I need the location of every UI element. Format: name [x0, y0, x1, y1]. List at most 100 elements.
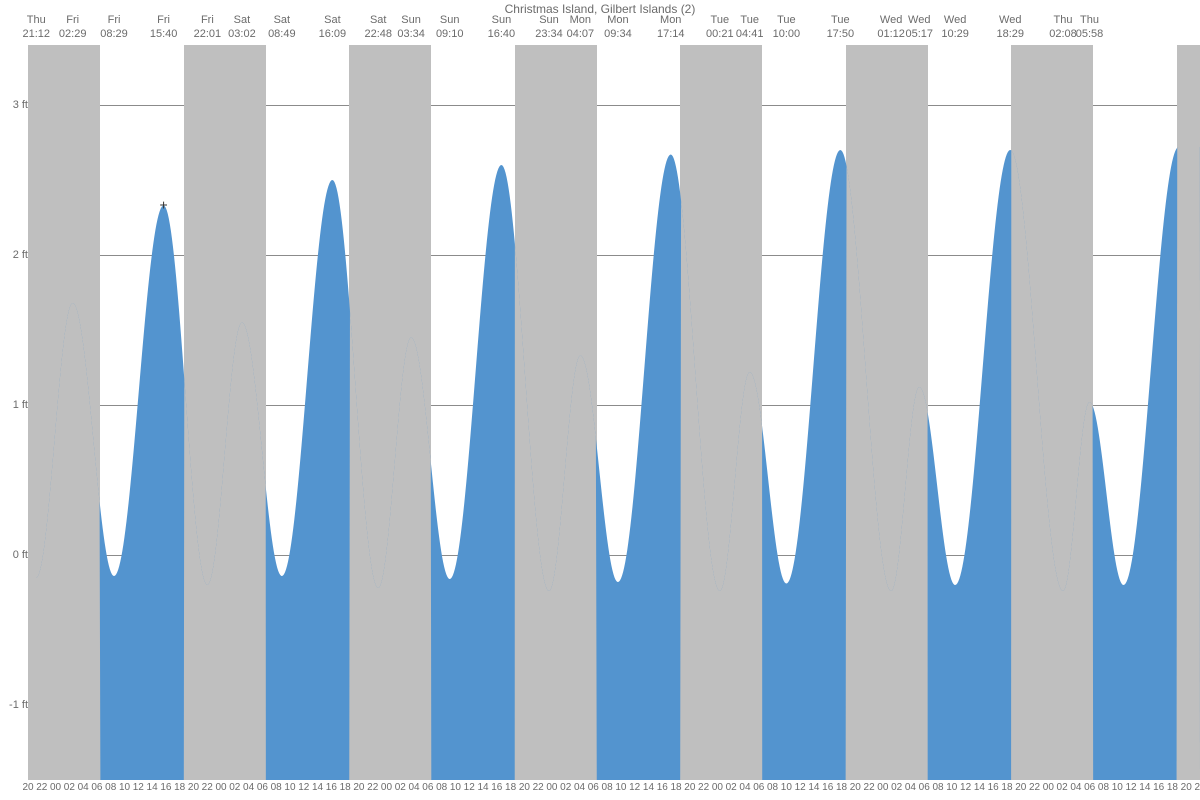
- x-tick-label: 10: [615, 782, 626, 793]
- x-tick-label: 02: [395, 782, 406, 793]
- tide-time-label: Fri22:01: [194, 14, 222, 42]
- tide-area-night: [349, 311, 431, 780]
- x-tick-label: 20: [22, 782, 33, 793]
- x-tick-label: 04: [243, 782, 254, 793]
- x-tick-label: 00: [877, 782, 888, 793]
- x-tick-label: 06: [91, 782, 102, 793]
- x-tick-label: 20: [1015, 782, 1026, 793]
- y-tick-label: 1 ft: [13, 399, 28, 411]
- x-tick-label: 16: [1153, 782, 1164, 793]
- x-tick-label: 02: [64, 782, 75, 793]
- x-tick-label: 04: [1070, 782, 1081, 793]
- tide-time-label: Tue04:41: [736, 14, 764, 42]
- x-tick-label: 00: [546, 782, 557, 793]
- tide-time-label: Sun23:34: [535, 14, 563, 42]
- tide-time-label: Wed10:29: [941, 14, 969, 42]
- x-tick-label: 08: [1098, 782, 1109, 793]
- x-tick-label: 10: [1112, 782, 1123, 793]
- tide-time-label: Wed18:29: [997, 14, 1025, 42]
- x-tick-label: 22: [367, 782, 378, 793]
- x-tick-label: 00: [381, 782, 392, 793]
- x-tick-label: 20: [188, 782, 199, 793]
- x-tick-label: 14: [974, 782, 985, 793]
- x-tick-label: 16: [326, 782, 337, 793]
- x-tick-label: 00: [1043, 782, 1054, 793]
- tide-time-label: Sat08:49: [268, 14, 296, 42]
- x-tick-label: 14: [1139, 782, 1150, 793]
- tide-time-label: Fri15:40: [150, 14, 178, 42]
- x-tick-label: 12: [1125, 782, 1136, 793]
- tide-time-label: Tue00:21: [706, 14, 734, 42]
- x-tick-label: 12: [464, 782, 475, 793]
- x-tick-label: 10: [946, 782, 957, 793]
- tide-area-night: [28, 303, 100, 780]
- tide-area-night: [1177, 147, 1200, 780]
- x-tick-label: 02: [726, 782, 737, 793]
- x-tick-label: 20: [519, 782, 530, 793]
- x-tick-label: 18: [1001, 782, 1012, 793]
- y-tick-label: 3 ft: [13, 99, 28, 111]
- tide-time-label: Tue17:50: [827, 14, 855, 42]
- x-tick-label: 20: [1181, 782, 1192, 793]
- x-tick-label: 16: [822, 782, 833, 793]
- x-tick-label: 14: [643, 782, 654, 793]
- x-tick-label: 10: [781, 782, 792, 793]
- tide-time-label: Sun03:34: [397, 14, 425, 42]
- x-tick-label: 06: [588, 782, 599, 793]
- tide-area-night: [515, 244, 597, 780]
- tide-time-label: Fri08:29: [100, 14, 128, 42]
- x-tick-label: 12: [960, 782, 971, 793]
- tide-time-label: Sun16:40: [488, 14, 516, 42]
- x-tick-label: 18: [1167, 782, 1178, 793]
- tide-area-night: [1011, 150, 1093, 780]
- tide-time-label: Fri02:29: [59, 14, 87, 42]
- x-tick-label: 04: [905, 782, 916, 793]
- x-tick-label: 10: [119, 782, 130, 793]
- x-tick-label: 12: [133, 782, 144, 793]
- x-tick-label: 20: [684, 782, 695, 793]
- tide-time-label: Mon04:07: [567, 14, 595, 42]
- y-tick-label: -1 ft: [9, 699, 28, 711]
- x-tick-label: 16: [988, 782, 999, 793]
- tide-time-label: Thu02:08: [1049, 14, 1077, 42]
- x-tick-label: 08: [767, 782, 778, 793]
- tide-chart: +: [28, 45, 1200, 780]
- tide-time-label: Tue10:00: [773, 14, 801, 42]
- x-tick-label: 00: [215, 782, 226, 793]
- tide-time-label: Wed01:12: [877, 14, 905, 42]
- x-tick-label: 06: [257, 782, 268, 793]
- tide-time-label: Sat22:48: [364, 14, 392, 42]
- x-tick-label: 22: [533, 782, 544, 793]
- current-time-marker: +: [160, 197, 168, 213]
- x-tick-label: 10: [284, 782, 295, 793]
- tide-area-night: [846, 166, 928, 780]
- x-tick-label: 00: [712, 782, 723, 793]
- y-tick-label: 0 ft: [13, 549, 28, 561]
- tide-time-label: Mon09:34: [604, 14, 632, 42]
- x-tick-label: 18: [836, 782, 847, 793]
- x-tick-label: 08: [105, 782, 116, 793]
- tide-time-label: Thu21:12: [23, 14, 51, 42]
- x-tick-label: 18: [505, 782, 516, 793]
- x-tick-label: 04: [739, 782, 750, 793]
- tide-area-night: [680, 201, 762, 780]
- x-tick-label: 18: [670, 782, 681, 793]
- x-tick-label: 02: [891, 782, 902, 793]
- x-tick-label: 08: [932, 782, 943, 793]
- tide-area-night: [184, 323, 266, 781]
- x-tick-label: 02: [560, 782, 571, 793]
- x-tick-label: 22: [1029, 782, 1040, 793]
- x-tick-label: 14: [477, 782, 488, 793]
- x-tick-label: 08: [602, 782, 613, 793]
- x-tick-label: 04: [574, 782, 585, 793]
- x-tick-label: 02: [229, 782, 240, 793]
- x-tick-label: 06: [753, 782, 764, 793]
- y-tick-label: 2 ft: [13, 249, 28, 261]
- x-tick-label: 18: [174, 782, 185, 793]
- x-tick-label: 06: [1084, 782, 1095, 793]
- x-tick-label: 16: [160, 782, 171, 793]
- x-tick-label: 10: [450, 782, 461, 793]
- x-tick-label: 06: [422, 782, 433, 793]
- x-tick-label: 14: [312, 782, 323, 793]
- x-tick-label: 18: [340, 782, 351, 793]
